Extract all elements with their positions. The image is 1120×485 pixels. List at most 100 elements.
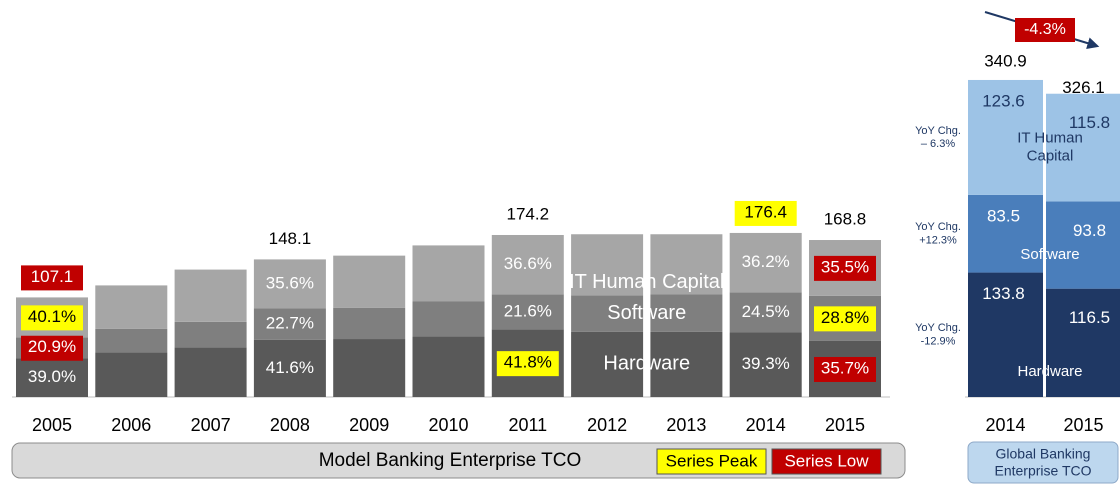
bar-segment <box>650 234 723 295</box>
total-label: 326.1 <box>1062 78 1105 97</box>
data-label: 133.8 <box>982 284 1025 303</box>
data-label: 107.1 <box>31 267 74 286</box>
series-name: IT Human Capital <box>569 271 724 293</box>
data-label: 116.5 <box>1069 308 1110 327</box>
footer-box <box>967 441 1119 484</box>
data-label: 35.7% <box>821 358 869 377</box>
data-label: 28.8% <box>821 308 869 327</box>
bar-segment <box>95 328 168 353</box>
bar-segment <box>571 331 644 397</box>
series-name: Hardware <box>1017 363 1082 380</box>
bar-segment <box>491 294 564 330</box>
highlight-box <box>21 265 83 291</box>
footer-title: Model Banking Enterprise TCO <box>319 450 582 471</box>
data-label: 168.8 <box>824 210 867 229</box>
bar-segment <box>1046 201 1120 289</box>
data-label: 41.6% <box>266 358 314 377</box>
x-tick-label: 2014 <box>746 415 786 435</box>
x-tick-label: 2008 <box>270 415 310 435</box>
bar-segment <box>729 232 802 293</box>
data-label: 148.1 <box>269 229 312 248</box>
data-label: 39.0% <box>28 367 76 386</box>
bar-segment <box>253 308 326 340</box>
bar-segment <box>729 332 802 397</box>
data-label: 35.6% <box>266 273 314 292</box>
yoy-change: YoY Chg. – 6.3% <box>915 125 961 150</box>
x-tick-label: 2007 <box>191 415 231 435</box>
bar-segment <box>968 272 1043 397</box>
change-label: -4.3% <box>1024 21 1066 38</box>
data-label: 21.6% <box>504 301 552 320</box>
x-tick-label: 2011 <box>508 415 547 435</box>
highlight-box <box>814 356 876 382</box>
bar-segment <box>1046 93 1120 202</box>
data-label: 35.5% <box>821 257 869 276</box>
highlight-box <box>21 305 83 331</box>
bar-segment <box>412 301 485 337</box>
data-label: 22.7% <box>266 314 314 333</box>
bar-segment <box>174 321 247 348</box>
bar-segment <box>571 295 644 332</box>
yoy-change: YoY Chg. -12.9% <box>915 322 961 347</box>
highlight-box <box>814 306 876 332</box>
x-tick-label: 2015 <box>825 415 865 435</box>
legend-label: Series Peak <box>666 451 758 470</box>
bar-segment <box>650 294 723 332</box>
bar-segment <box>412 336 485 397</box>
x-tick-label: 2014 <box>985 415 1025 435</box>
data-label: 93.8 <box>1073 221 1106 240</box>
highlight-box <box>496 351 559 377</box>
data-label: 41.8% <box>504 353 552 372</box>
x-tick-label: 2009 <box>349 415 389 435</box>
legend-label: Series Low <box>784 451 869 470</box>
data-label: 83.5 <box>987 206 1020 225</box>
bar-segment <box>968 194 1043 273</box>
footer-title: Global Banking Enterprise TCO <box>995 445 1092 478</box>
bar-segment <box>1046 288 1120 397</box>
x-tick-label: 2006 <box>111 415 151 435</box>
series-name: Hardware <box>603 353 690 375</box>
change-box <box>1015 18 1075 42</box>
x-tick-label: 2015 <box>1063 415 1103 435</box>
data-label: 123.6 <box>982 91 1025 110</box>
bar-segment <box>253 259 326 309</box>
x-tick-label: 2013 <box>666 415 706 435</box>
bar-segment <box>729 292 802 333</box>
highlight-box <box>21 335 83 361</box>
bar-segment <box>412 245 485 302</box>
x-tick-label: 2012 <box>587 415 627 435</box>
data-label: 115.8 <box>1069 113 1110 132</box>
bar-segment <box>333 255 406 308</box>
bar-segment <box>571 234 644 296</box>
bar-segment <box>333 307 406 340</box>
highlight-box <box>814 255 876 281</box>
legend-swatch <box>656 448 767 475</box>
bar-segment <box>174 269 247 322</box>
data-label: 174.2 <box>507 204 550 223</box>
bar-segment <box>174 347 247 397</box>
x-tick-label: 2010 <box>428 415 468 435</box>
series-name: Software <box>607 302 686 324</box>
bar-segment <box>16 358 88 397</box>
data-label: 39.3% <box>742 354 790 373</box>
bar-segment <box>333 339 406 397</box>
bar-segment <box>491 234 564 295</box>
bar-segment <box>650 331 723 397</box>
x-tick-label: 2005 <box>32 415 72 435</box>
series-name: Software <box>1020 246 1079 263</box>
highlight-box <box>734 200 797 226</box>
bar-segment <box>95 352 168 397</box>
bar-segment <box>95 285 168 329</box>
data-label: 36.6% <box>504 254 552 273</box>
legend-swatch <box>771 448 882 475</box>
total-label: 340.9 <box>984 51 1027 70</box>
data-label: 24.5% <box>742 302 790 321</box>
data-label: 36.2% <box>742 252 790 271</box>
bar-segment <box>968 79 1043 195</box>
data-label: 176.4 <box>744 202 787 221</box>
series-name: IT Human Capital <box>1017 129 1083 164</box>
bar-segment <box>253 339 326 397</box>
data-label: 40.1% <box>28 307 76 326</box>
data-label: 20.9% <box>28 337 76 356</box>
